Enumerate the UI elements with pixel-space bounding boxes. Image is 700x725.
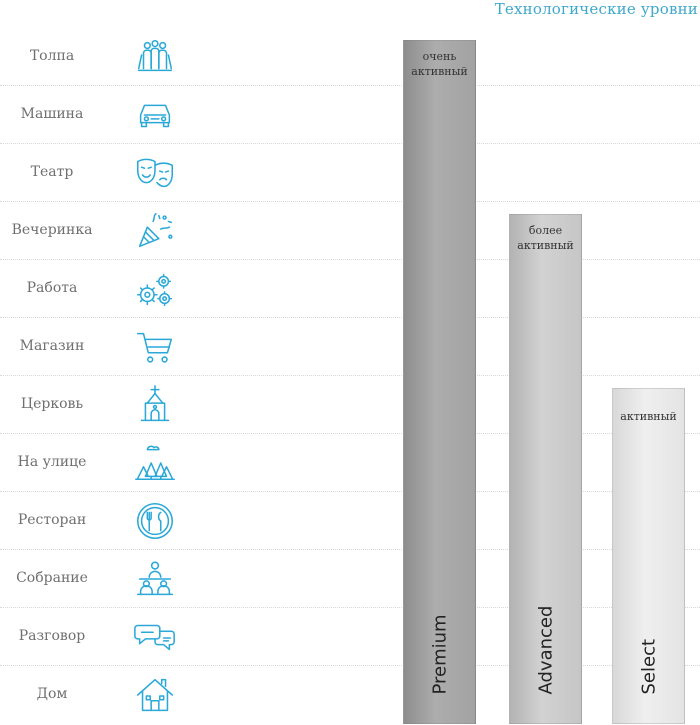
row-label: Машина — [20, 106, 84, 122]
theater-masks-icon — [132, 150, 178, 196]
row-divider — [0, 201, 700, 202]
row: Ресторан — [0, 492, 700, 550]
row: Магазин — [0, 318, 700, 376]
row: Машина — [0, 86, 700, 144]
row-label: Толпа — [29, 48, 75, 64]
row-divider — [0, 491, 700, 492]
row-label: Работа — [26, 280, 78, 296]
party-popper-icon — [132, 208, 178, 254]
row: Театр — [0, 144, 700, 202]
bar-premium: очень активный Premium — [403, 40, 476, 724]
row: Работа — [0, 260, 700, 318]
house-icon — [132, 672, 178, 718]
row-label: Вечеринка — [11, 222, 93, 238]
row-label: Театр — [30, 164, 74, 180]
bar-name-premium: Premium — [429, 614, 450, 695]
row-label: Дом — [36, 686, 68, 702]
row-divider — [0, 317, 700, 318]
bar-activity-label: более активный — [517, 224, 574, 252]
bar-name-advanced: Advanced — [535, 605, 556, 695]
row: Собрание — [0, 550, 700, 608]
bar-advanced: более активный Advanced — [509, 214, 582, 724]
row: Церковь — [0, 376, 700, 434]
bar-name-select: Select — [638, 638, 659, 695]
outdoor-trees-icon — [132, 440, 178, 486]
row-label: Разговор — [18, 628, 86, 644]
row: На улице — [0, 434, 700, 492]
bar-select: активный Select — [612, 388, 685, 724]
row-label: Церковь — [20, 396, 84, 412]
chart-title: Технологические уровни — [494, 0, 698, 18]
row-divider — [0, 665, 700, 666]
bar-activity-label: активный — [620, 410, 677, 423]
row-divider — [0, 85, 700, 86]
row: Дом — [0, 666, 700, 724]
church-icon — [132, 382, 178, 428]
row-divider — [0, 607, 700, 608]
row-label: На улице — [17, 454, 87, 470]
restaurant-icon — [132, 498, 178, 544]
row-divider — [0, 375, 700, 376]
row-divider — [0, 143, 700, 144]
crowd-icon — [132, 34, 178, 80]
row: Вечеринка — [0, 202, 700, 260]
row-label: Собрание — [16, 570, 88, 586]
row: Разговор — [0, 608, 700, 666]
row-divider — [0, 433, 700, 434]
conversation-icon — [132, 614, 178, 660]
meeting-icon — [132, 556, 178, 602]
car-icon — [132, 92, 178, 138]
shopping-cart-icon — [132, 324, 178, 370]
bar-activity-label: очень активный — [411, 50, 468, 78]
row: Толпа — [0, 28, 700, 86]
row-divider — [0, 549, 700, 550]
row-label: Магазин — [19, 338, 85, 354]
row-label: Ресторан — [17, 512, 87, 528]
row-divider — [0, 259, 700, 260]
gears-icon — [132, 266, 178, 312]
